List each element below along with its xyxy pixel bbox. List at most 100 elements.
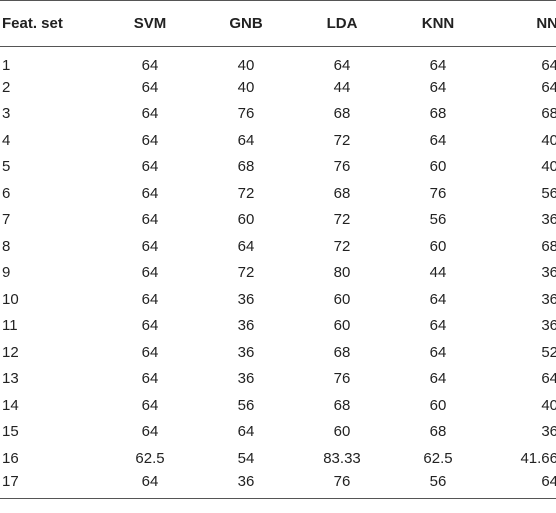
header-lda: LDA [294, 0, 390, 47]
lda-cell: 60 [333, 290, 351, 308]
gnb-cell: 64 [237, 131, 255, 149]
nn-cell: 36 [541, 423, 556, 441]
svm-cell: 64 [141, 317, 159, 335]
gnb-cell: 68 [237, 158, 255, 176]
feat-set-cell: 5 [2, 158, 11, 176]
gnb-cell: 64 [237, 423, 255, 441]
knn-cell: 44 [429, 264, 447, 282]
table-row: 5 64 68 76 60 40 [0, 154, 556, 181]
lda-cell: 68 [333, 184, 351, 202]
table-row: 1 64 40 64 64 64 [0, 47, 556, 74]
svm-cell: 64 [141, 396, 159, 414]
lda-cell: 44 [333, 78, 351, 96]
gnb-cell: 36 [237, 370, 255, 388]
table-row: 14 64 56 68 60 40 [0, 392, 556, 419]
knn-cell: 64 [429, 317, 447, 335]
lda-cell: 64 [333, 57, 351, 74]
knn-cell: 62.5 [423, 449, 453, 467]
svm-cell: 64 [141, 184, 159, 202]
table-row: 15 64 64 60 68 36 [0, 419, 556, 446]
lda-cell: 60 [333, 317, 351, 335]
knn-cell: 60 [429, 237, 447, 255]
lda-cell: 60 [333, 423, 351, 441]
table-row: 17 64 36 76 56 64 [0, 471, 556, 499]
knn-cell: 64 [429, 290, 447, 308]
knn-cell: 76 [429, 184, 447, 202]
nn-cell: 68 [541, 105, 556, 123]
svm-cell: 64 [141, 211, 159, 229]
gnb-cell: 36 [198, 471, 294, 499]
feat-set-cell: 17 [0, 471, 102, 499]
gnb-cell: 60 [237, 211, 255, 229]
feat-set-cell: 11 [2, 317, 18, 335]
nn-cell: 64 [486, 471, 556, 499]
feat-set-cell: 9 [2, 264, 11, 282]
knn-cell: 68 [429, 423, 447, 441]
nn-cell: 41.66 [520, 449, 556, 467]
gnb-cell: 56 [237, 396, 255, 414]
nn-cell: 36 [541, 211, 556, 229]
header-feat-set: Feat. set [0, 0, 102, 47]
gnb-cell: 36 [237, 317, 255, 335]
gnb-cell: 36 [237, 343, 255, 361]
nn-cell: 52 [541, 343, 556, 361]
gnb-cell: 64 [237, 237, 255, 255]
knn-cell: 60 [429, 396, 447, 414]
lda-cell: 80 [333, 264, 351, 282]
table-row: 16 62.5 54 83.33 62.5 41.66 [0, 445, 556, 472]
svm-cell: 64 [141, 78, 159, 96]
gnb-cell: 36 [237, 290, 255, 308]
results-table: Feat. set SVM GNB LDA KNN NN 1 64 40 64 64 64… [0, 0, 556, 499]
nn-cell: 64 [541, 78, 556, 96]
table-row: 2 64 40 44 64 64 [0, 74, 556, 101]
feat-set-cell: 10 [2, 290, 19, 308]
lda-cell: 68 [333, 105, 351, 123]
feat-set-cell: 12 [2, 343, 19, 361]
svm-cell: 64 [141, 237, 159, 255]
feat-set-cell: 15 [2, 423, 19, 441]
feat-set-cell: 6 [2, 184, 11, 202]
table-row: 6 64 72 68 76 56 [0, 180, 556, 207]
svm-cell: 64 [141, 343, 159, 361]
nn-cell: 64 [541, 57, 556, 74]
feat-set-cell: 2 [2, 78, 11, 96]
lda-cell: 83.33 [323, 449, 361, 467]
gnb-cell: 54 [237, 449, 255, 467]
svm-cell: 64 [141, 131, 159, 149]
feat-set-cell: 3 [2, 105, 11, 123]
knn-cell: 64 [429, 78, 447, 96]
feat-set-cell: 4 [2, 131, 11, 149]
lda-cell: 76 [333, 158, 351, 176]
gnb-cell: 40 [237, 78, 255, 96]
svm-cell: 64 [102, 471, 198, 499]
nn-cell: 56 [541, 184, 556, 202]
gnb-cell: 76 [237, 105, 255, 123]
lda-cell: 76 [333, 370, 351, 388]
nn-cell: 64 [541, 370, 556, 388]
gnb-cell: 40 [237, 57, 255, 74]
svm-cell: 64 [141, 423, 159, 441]
table-row: 10 64 36 60 64 36 [0, 286, 556, 313]
nn-cell: 40 [541, 396, 556, 414]
gnb-cell: 72 [237, 184, 255, 202]
nn-cell: 36 [541, 317, 556, 335]
lda-cell: 68 [333, 396, 351, 414]
table-row: 7 64 60 72 56 36 [0, 207, 556, 234]
feat-set-cell: 16 [2, 449, 19, 467]
lda-cell: 68 [333, 343, 351, 361]
svm-cell: 64 [141, 290, 159, 308]
knn-cell: 64 [429, 370, 447, 388]
lda-cell: 72 [333, 211, 351, 229]
knn-cell: 60 [429, 158, 447, 176]
feat-set-cell: 1 [2, 57, 11, 74]
header-gnb: GNB [198, 0, 294, 47]
svm-cell: 64 [141, 158, 159, 176]
lda-cell: 72 [333, 131, 351, 149]
svm-cell: 64 [141, 370, 159, 388]
nn-cell: 36 [541, 290, 556, 308]
table-row: 3 64 76 68 68 68 [0, 101, 556, 128]
knn-cell: 64 [429, 57, 447, 74]
table-row: 12 64 36 68 64 52 [0, 339, 556, 366]
svm-cell: 62.5 [135, 449, 165, 467]
feat-set-cell: 13 [2, 370, 19, 388]
